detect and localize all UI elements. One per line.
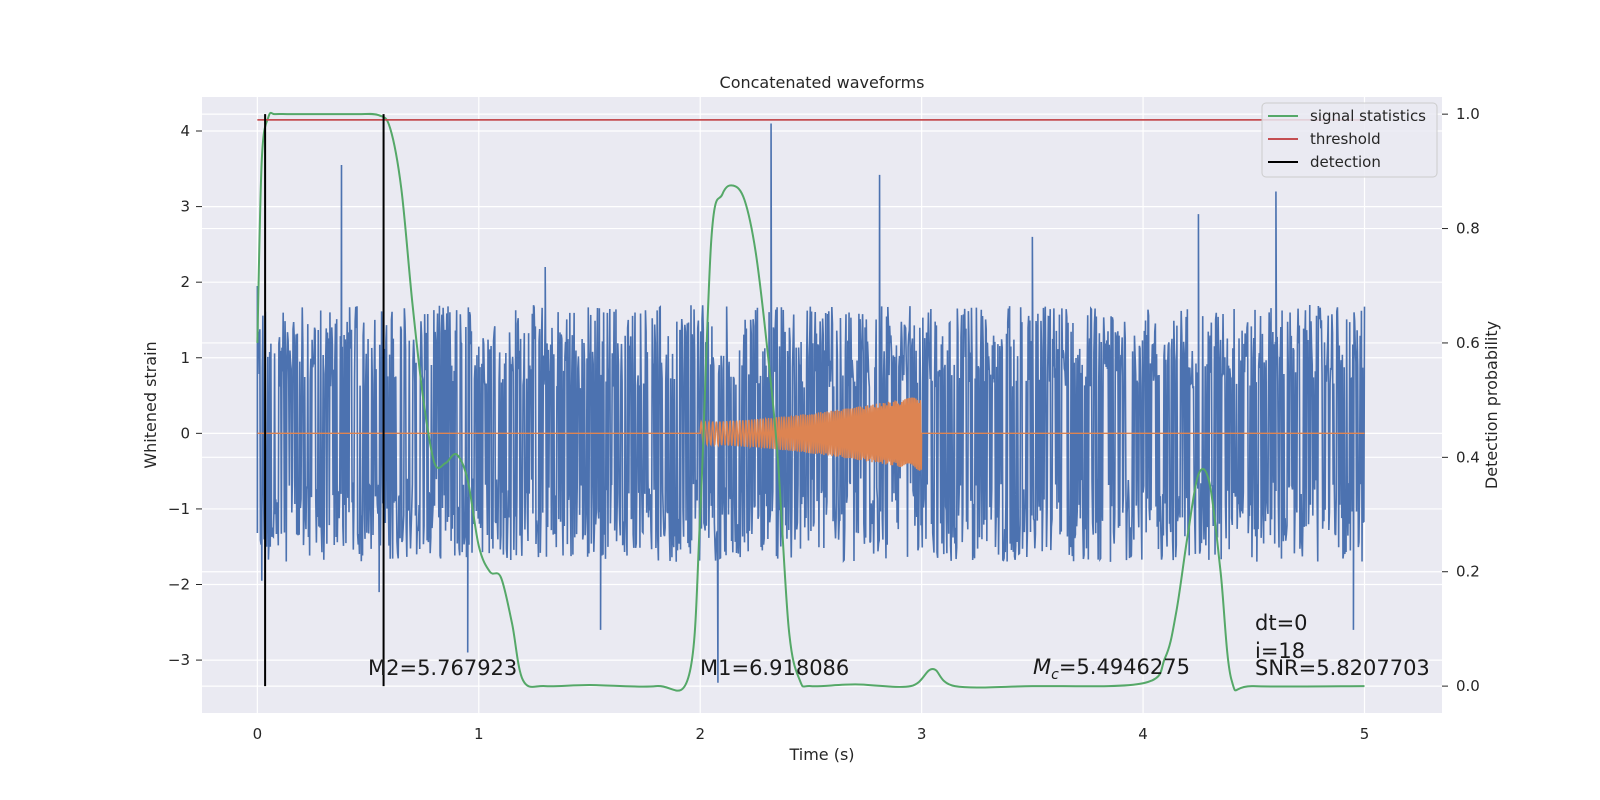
annotation-chirp-mass: Mc=5.4946275 bbox=[1033, 655, 1190, 683]
right-y-axis-label: Detection probability bbox=[1482, 321, 1501, 489]
y-tick-label: 1 bbox=[180, 349, 190, 367]
signal-statistics-line bbox=[256, 111, 1365, 692]
right-y-tick-label: 0.0 bbox=[1456, 677, 1480, 695]
annotation-m1: M1=6.918086 bbox=[700, 656, 849, 680]
whitened-noise-line bbox=[256, 123, 1366, 683]
injected-signal-line bbox=[257, 397, 1365, 471]
plot-marks bbox=[256, 111, 1366, 692]
right-y-tick-label: 0.4 bbox=[1456, 448, 1480, 466]
right-y-tick-label: 0.6 bbox=[1456, 334, 1480, 352]
right-y-tick-label: 0.8 bbox=[1456, 220, 1480, 238]
annotation-dt: dt=0 bbox=[1255, 611, 1308, 635]
axis-ticks: 0 1 2 3 4 5 −3 −2 −1 0 1 2 3 4 0.0 0.2 0.4 0.6 0.8 1.0 bbox=[168, 105, 1480, 743]
annotation-m2: M2=5.767923 bbox=[368, 656, 517, 680]
legend-label-detection: detection bbox=[1310, 153, 1381, 171]
legend-label-threshold: threshold bbox=[1310, 130, 1381, 148]
x-axis-label: Time (s) bbox=[788, 745, 854, 764]
legend: signal statistics threshold detection bbox=[1261, 102, 1438, 178]
chart-title: Concatenated waveforms bbox=[720, 73, 925, 92]
legend-label-signal-statistics: signal statistics bbox=[1310, 107, 1426, 125]
x-tick-label: 3 bbox=[917, 725, 927, 743]
y-tick-label: 3 bbox=[180, 198, 190, 216]
right-y-tick-label: 1.0 bbox=[1456, 105, 1480, 123]
y-tick-label: 0 bbox=[180, 424, 190, 442]
x-tick-label: 5 bbox=[1360, 725, 1370, 743]
y-tick-label: 2 bbox=[180, 273, 190, 291]
y-tick-label: −2 bbox=[168, 576, 190, 594]
y-tick-label: −3 bbox=[168, 651, 190, 669]
legend-box bbox=[1261, 102, 1438, 178]
x-tick-label: 4 bbox=[1138, 725, 1148, 743]
annotation-index: i=18 bbox=[1255, 639, 1305, 663]
y-tick-label: 4 bbox=[180, 122, 190, 140]
y-tick-label: −1 bbox=[168, 500, 190, 518]
y-axis-label: Whitened strain bbox=[141, 341, 160, 468]
right-y-tick-label: 0.2 bbox=[1456, 563, 1480, 581]
x-tick-label: 2 bbox=[695, 725, 705, 743]
x-tick-label: 0 bbox=[253, 725, 263, 743]
x-tick-label: 1 bbox=[474, 725, 484, 743]
annotation-snr: SNR=5.8207703 bbox=[1255, 656, 1430, 680]
